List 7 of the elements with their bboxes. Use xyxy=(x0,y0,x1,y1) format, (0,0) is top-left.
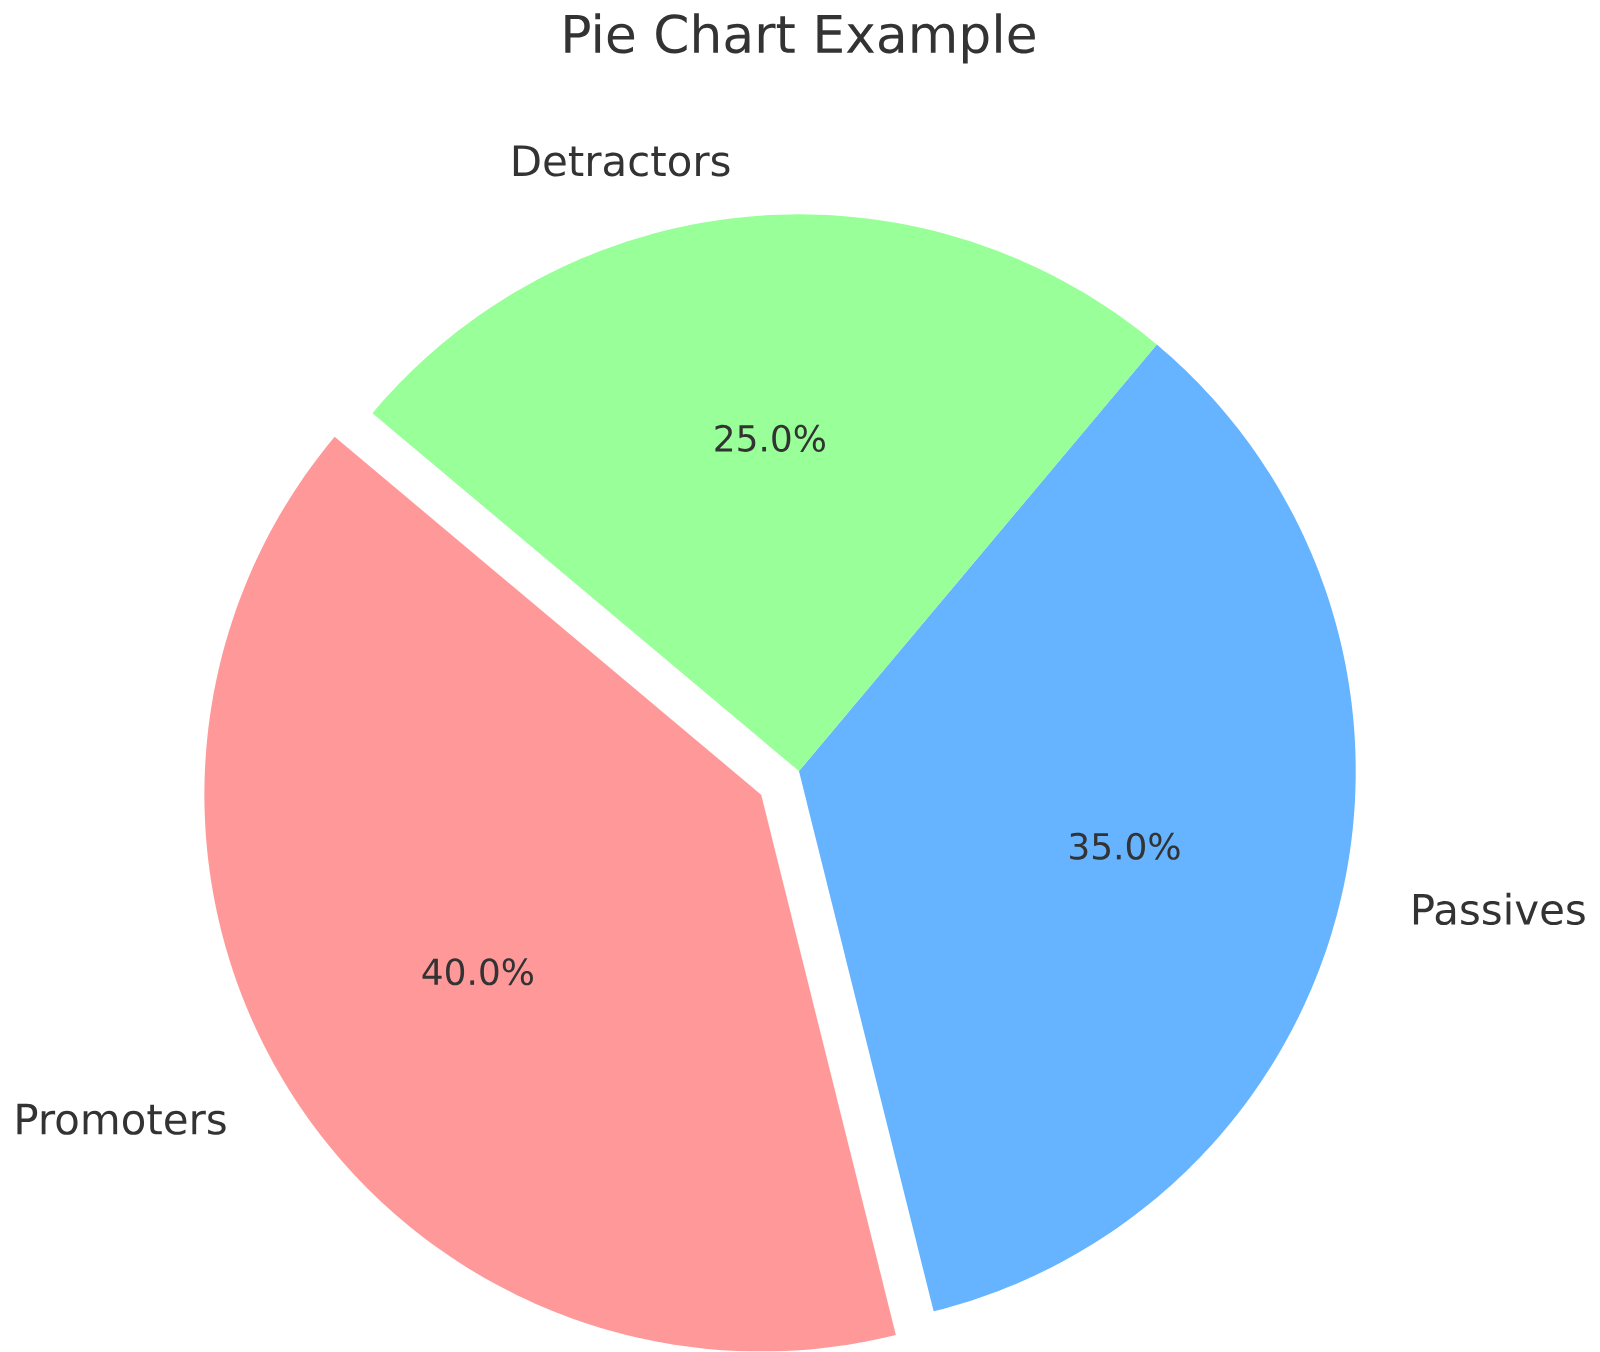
slice-label: Detractors xyxy=(513,145,730,177)
data-label: 35.0% xyxy=(1070,832,1180,861)
slice-label: Promoters xyxy=(17,1103,226,1136)
slice-label: Passives xyxy=(1413,892,1585,926)
chart-title: Pie Chart Example xyxy=(565,13,1035,64)
data-label: 40.0% xyxy=(422,958,533,986)
data-label: 25.0% xyxy=(715,424,825,453)
